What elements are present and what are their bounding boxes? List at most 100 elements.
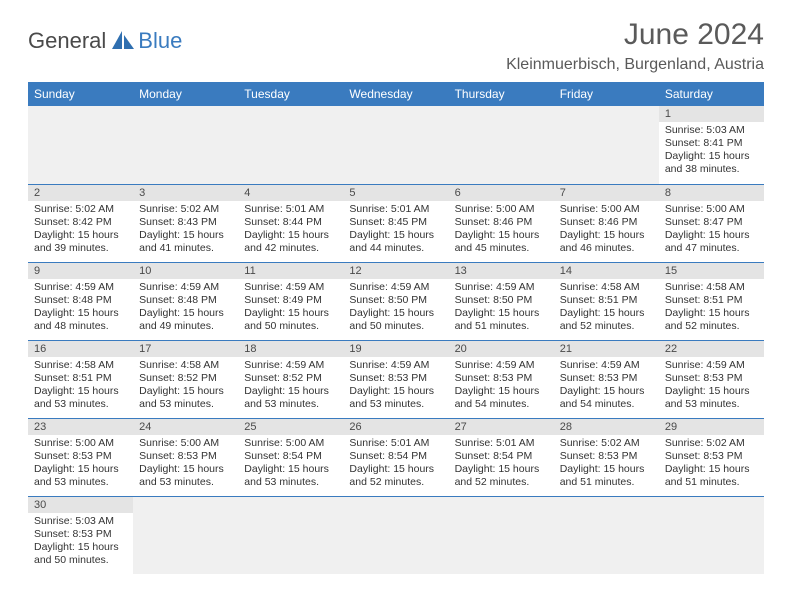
day-info: Sunrise: 4:58 AMSunset: 8:51 PMDaylight:…: [659, 279, 764, 338]
day-info: Sunrise: 4:59 AMSunset: 8:53 PMDaylight:…: [554, 357, 659, 416]
calendar-cell: 9Sunrise: 4:59 AMSunset: 8:48 PMDaylight…: [28, 262, 133, 340]
day-number: 24: [133, 419, 238, 435]
calendar-cell: 21Sunrise: 4:59 AMSunset: 8:53 PMDayligh…: [554, 340, 659, 418]
calendar-cell: 3Sunrise: 5:02 AMSunset: 8:43 PMDaylight…: [133, 184, 238, 262]
title-block: June 2024 Kleinmuerbisch, Burgenland, Au…: [506, 18, 764, 74]
day-info: Sunrise: 4:59 AMSunset: 8:50 PMDaylight:…: [343, 279, 448, 338]
day-info: Sunrise: 4:59 AMSunset: 8:53 PMDaylight:…: [659, 357, 764, 416]
calendar-cell: 26Sunrise: 5:01 AMSunset: 8:54 PMDayligh…: [343, 418, 448, 496]
day-number: 20: [449, 341, 554, 357]
day-number: 19: [343, 341, 448, 357]
day-info: Sunrise: 5:02 AMSunset: 8:53 PMDaylight:…: [659, 435, 764, 494]
day-info: Sunrise: 4:59 AMSunset: 8:53 PMDaylight:…: [449, 357, 554, 416]
day-info: Sunrise: 5:00 AMSunset: 8:53 PMDaylight:…: [133, 435, 238, 494]
day-number: 10: [133, 263, 238, 279]
day-number: 9: [28, 263, 133, 279]
calendar-cell: 24Sunrise: 5:00 AMSunset: 8:53 PMDayligh…: [133, 418, 238, 496]
day-info: Sunrise: 5:00 AMSunset: 8:46 PMDaylight:…: [554, 201, 659, 260]
logo-sail-icon: [110, 29, 136, 54]
calendar-cell: 17Sunrise: 4:58 AMSunset: 8:52 PMDayligh…: [133, 340, 238, 418]
calendar-cell: 6Sunrise: 5:00 AMSunset: 8:46 PMDaylight…: [449, 184, 554, 262]
calendar-cell: 8Sunrise: 5:00 AMSunset: 8:47 PMDaylight…: [659, 184, 764, 262]
day-info: Sunrise: 4:59 AMSunset: 8:50 PMDaylight:…: [449, 279, 554, 338]
day-info: Sunrise: 5:01 AMSunset: 8:54 PMDaylight:…: [449, 435, 554, 494]
month-title: June 2024: [506, 18, 764, 52]
calendar-cell: 29Sunrise: 5:02 AMSunset: 8:53 PMDayligh…: [659, 418, 764, 496]
calendar-cell: 18Sunrise: 4:59 AMSunset: 8:52 PMDayligh…: [238, 340, 343, 418]
calendar-cell: 2Sunrise: 5:02 AMSunset: 8:42 PMDaylight…: [28, 184, 133, 262]
calendar-cell: 20Sunrise: 4:59 AMSunset: 8:53 PMDayligh…: [449, 340, 554, 418]
location-subtitle: Kleinmuerbisch, Burgenland, Austria: [506, 56, 764, 74]
calendar-cell: [343, 106, 448, 184]
day-number: 22: [659, 341, 764, 357]
weekday-header: Saturday: [659, 82, 764, 106]
logo-text-blue: Blue: [138, 28, 182, 54]
day-number: 6: [449, 185, 554, 201]
day-number: 13: [449, 263, 554, 279]
calendar-cell: [133, 496, 238, 574]
calendar-cell: [28, 106, 133, 184]
calendar-cell: [238, 106, 343, 184]
calendar-cell: 15Sunrise: 4:58 AMSunset: 8:51 PMDayligh…: [659, 262, 764, 340]
day-number: 23: [28, 419, 133, 435]
calendar-cell: 10Sunrise: 4:59 AMSunset: 8:48 PMDayligh…: [133, 262, 238, 340]
day-info: Sunrise: 5:02 AMSunset: 8:53 PMDaylight:…: [554, 435, 659, 494]
day-number: 3: [133, 185, 238, 201]
calendar-table: SundayMondayTuesdayWednesdayThursdayFrid…: [28, 82, 764, 574]
calendar-cell: 22Sunrise: 4:59 AMSunset: 8:53 PMDayligh…: [659, 340, 764, 418]
calendar-cell: [659, 496, 764, 574]
day-info: Sunrise: 5:02 AMSunset: 8:43 PMDaylight:…: [133, 201, 238, 260]
logo-text-general: General: [28, 28, 106, 54]
weekday-header: Friday: [554, 82, 659, 106]
day-info: Sunrise: 5:01 AMSunset: 8:44 PMDaylight:…: [238, 201, 343, 260]
day-number: 11: [238, 263, 343, 279]
calendar-cell: 30Sunrise: 5:03 AMSunset: 8:53 PMDayligh…: [28, 496, 133, 574]
day-info: Sunrise: 5:02 AMSunset: 8:42 PMDaylight:…: [28, 201, 133, 260]
calendar-cell: 28Sunrise: 5:02 AMSunset: 8:53 PMDayligh…: [554, 418, 659, 496]
day-number: 25: [238, 419, 343, 435]
day-number: 30: [28, 497, 133, 513]
weekday-header: Wednesday: [343, 82, 448, 106]
day-info: Sunrise: 5:01 AMSunset: 8:54 PMDaylight:…: [343, 435, 448, 494]
day-info: Sunrise: 4:58 AMSunset: 8:51 PMDaylight:…: [554, 279, 659, 338]
calendar-cell: 11Sunrise: 4:59 AMSunset: 8:49 PMDayligh…: [238, 262, 343, 340]
day-number: 15: [659, 263, 764, 279]
day-number: 2: [28, 185, 133, 201]
day-number: 1: [659, 106, 764, 122]
calendar-cell: 16Sunrise: 4:58 AMSunset: 8:51 PMDayligh…: [28, 340, 133, 418]
day-info: Sunrise: 4:59 AMSunset: 8:48 PMDaylight:…: [133, 279, 238, 338]
logo: General Blue: [28, 28, 182, 54]
weekday-header: Sunday: [28, 82, 133, 106]
calendar-cell: [554, 496, 659, 574]
day-info: Sunrise: 5:00 AMSunset: 8:53 PMDaylight:…: [28, 435, 133, 494]
weekday-header: Tuesday: [238, 82, 343, 106]
calendar-cell: [133, 106, 238, 184]
day-number: 12: [343, 263, 448, 279]
calendar-cell: [449, 106, 554, 184]
day-number: 14: [554, 263, 659, 279]
day-number: 29: [659, 419, 764, 435]
calendar-cell: 27Sunrise: 5:01 AMSunset: 8:54 PMDayligh…: [449, 418, 554, 496]
calendar-cell: 4Sunrise: 5:01 AMSunset: 8:44 PMDaylight…: [238, 184, 343, 262]
day-info: Sunrise: 5:03 AMSunset: 8:41 PMDaylight:…: [659, 122, 764, 181]
day-number: 21: [554, 341, 659, 357]
calendar-cell: 25Sunrise: 5:00 AMSunset: 8:54 PMDayligh…: [238, 418, 343, 496]
weekday-header: Thursday: [449, 82, 554, 106]
calendar-cell: 1Sunrise: 5:03 AMSunset: 8:41 PMDaylight…: [659, 106, 764, 184]
day-info: Sunrise: 4:59 AMSunset: 8:48 PMDaylight:…: [28, 279, 133, 338]
day-info: Sunrise: 4:59 AMSunset: 8:49 PMDaylight:…: [238, 279, 343, 338]
day-number: 18: [238, 341, 343, 357]
calendar-header-row: SundayMondayTuesdayWednesdayThursdayFrid…: [28, 82, 764, 106]
calendar-body: 1Sunrise: 5:03 AMSunset: 8:41 PMDaylight…: [28, 106, 764, 574]
calendar-cell: 23Sunrise: 5:00 AMSunset: 8:53 PMDayligh…: [28, 418, 133, 496]
weekday-header: Monday: [133, 82, 238, 106]
calendar-cell: 13Sunrise: 4:59 AMSunset: 8:50 PMDayligh…: [449, 262, 554, 340]
day-info: Sunrise: 4:59 AMSunset: 8:52 PMDaylight:…: [238, 357, 343, 416]
calendar-cell: [343, 496, 448, 574]
day-info: Sunrise: 4:58 AMSunset: 8:51 PMDaylight:…: [28, 357, 133, 416]
day-info: Sunrise: 5:00 AMSunset: 8:46 PMDaylight:…: [449, 201, 554, 260]
day-number: 5: [343, 185, 448, 201]
day-info: Sunrise: 5:01 AMSunset: 8:45 PMDaylight:…: [343, 201, 448, 260]
calendar-cell: 14Sunrise: 4:58 AMSunset: 8:51 PMDayligh…: [554, 262, 659, 340]
day-info: Sunrise: 4:58 AMSunset: 8:52 PMDaylight:…: [133, 357, 238, 416]
